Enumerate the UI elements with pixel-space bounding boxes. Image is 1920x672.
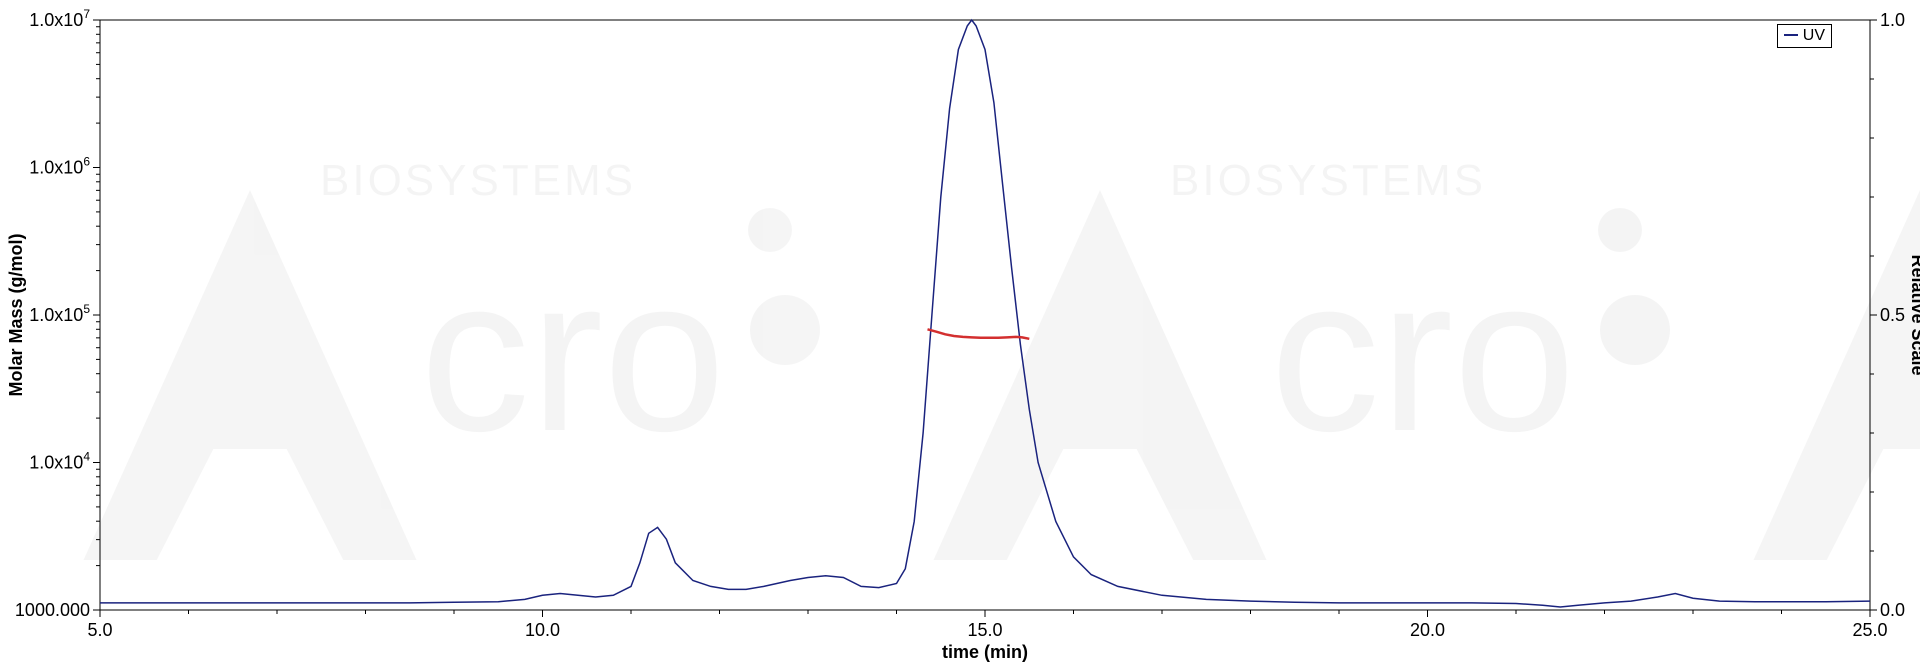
legend-line <box>1784 34 1798 36</box>
svg-text:0.0: 0.0 <box>1880 600 1905 620</box>
svg-text:time (min): time (min) <box>942 642 1028 662</box>
svg-text:5.0: 5.0 <box>87 620 112 640</box>
svg-text:Relative Scale: Relative Scale <box>1908 254 1920 375</box>
chromatogram-chart: cro cro BIOSYSTEMS BIOSYSTEMS 5.0 10.0 15.0 20.… <box>0 0 1920 672</box>
svg-text:cro: cro <box>420 231 726 477</box>
svg-text:1000.000: 1000.000 <box>15 600 90 620</box>
svg-text:0.5: 0.5 <box>1880 305 1905 325</box>
molar-mass-trace <box>928 329 1030 339</box>
svg-text:BIOSYSTEMS: BIOSYSTEMS <box>320 156 636 205</box>
svg-text:25.0: 25.0 <box>1852 620 1887 640</box>
svg-text:1.0: 1.0 <box>1880 10 1905 30</box>
legend: UV <box>1777 24 1832 48</box>
svg-text:1.0x105: 1.0x105 <box>29 302 90 325</box>
legend-label: UV <box>1803 27 1825 45</box>
svg-text:20.0: 20.0 <box>1410 620 1445 640</box>
svg-text:Molar Mass (g/mol): Molar Mass (g/mol) <box>6 233 26 396</box>
svg-text:1.0x104: 1.0x104 <box>29 450 90 473</box>
svg-text:15.0: 15.0 <box>967 620 1002 640</box>
svg-text:10.0: 10.0 <box>525 620 560 640</box>
chart-svg: cro cro BIOSYSTEMS BIOSYSTEMS 5.0 10.0 15.0 20.… <box>0 0 1920 672</box>
svg-text:cro: cro <box>1270 231 1576 477</box>
svg-text:BIOSYSTEMS: BIOSYSTEMS <box>1170 156 1486 205</box>
svg-text:1.0x106: 1.0x106 <box>29 155 90 178</box>
svg-text:1.0x107: 1.0x107 <box>29 7 90 30</box>
